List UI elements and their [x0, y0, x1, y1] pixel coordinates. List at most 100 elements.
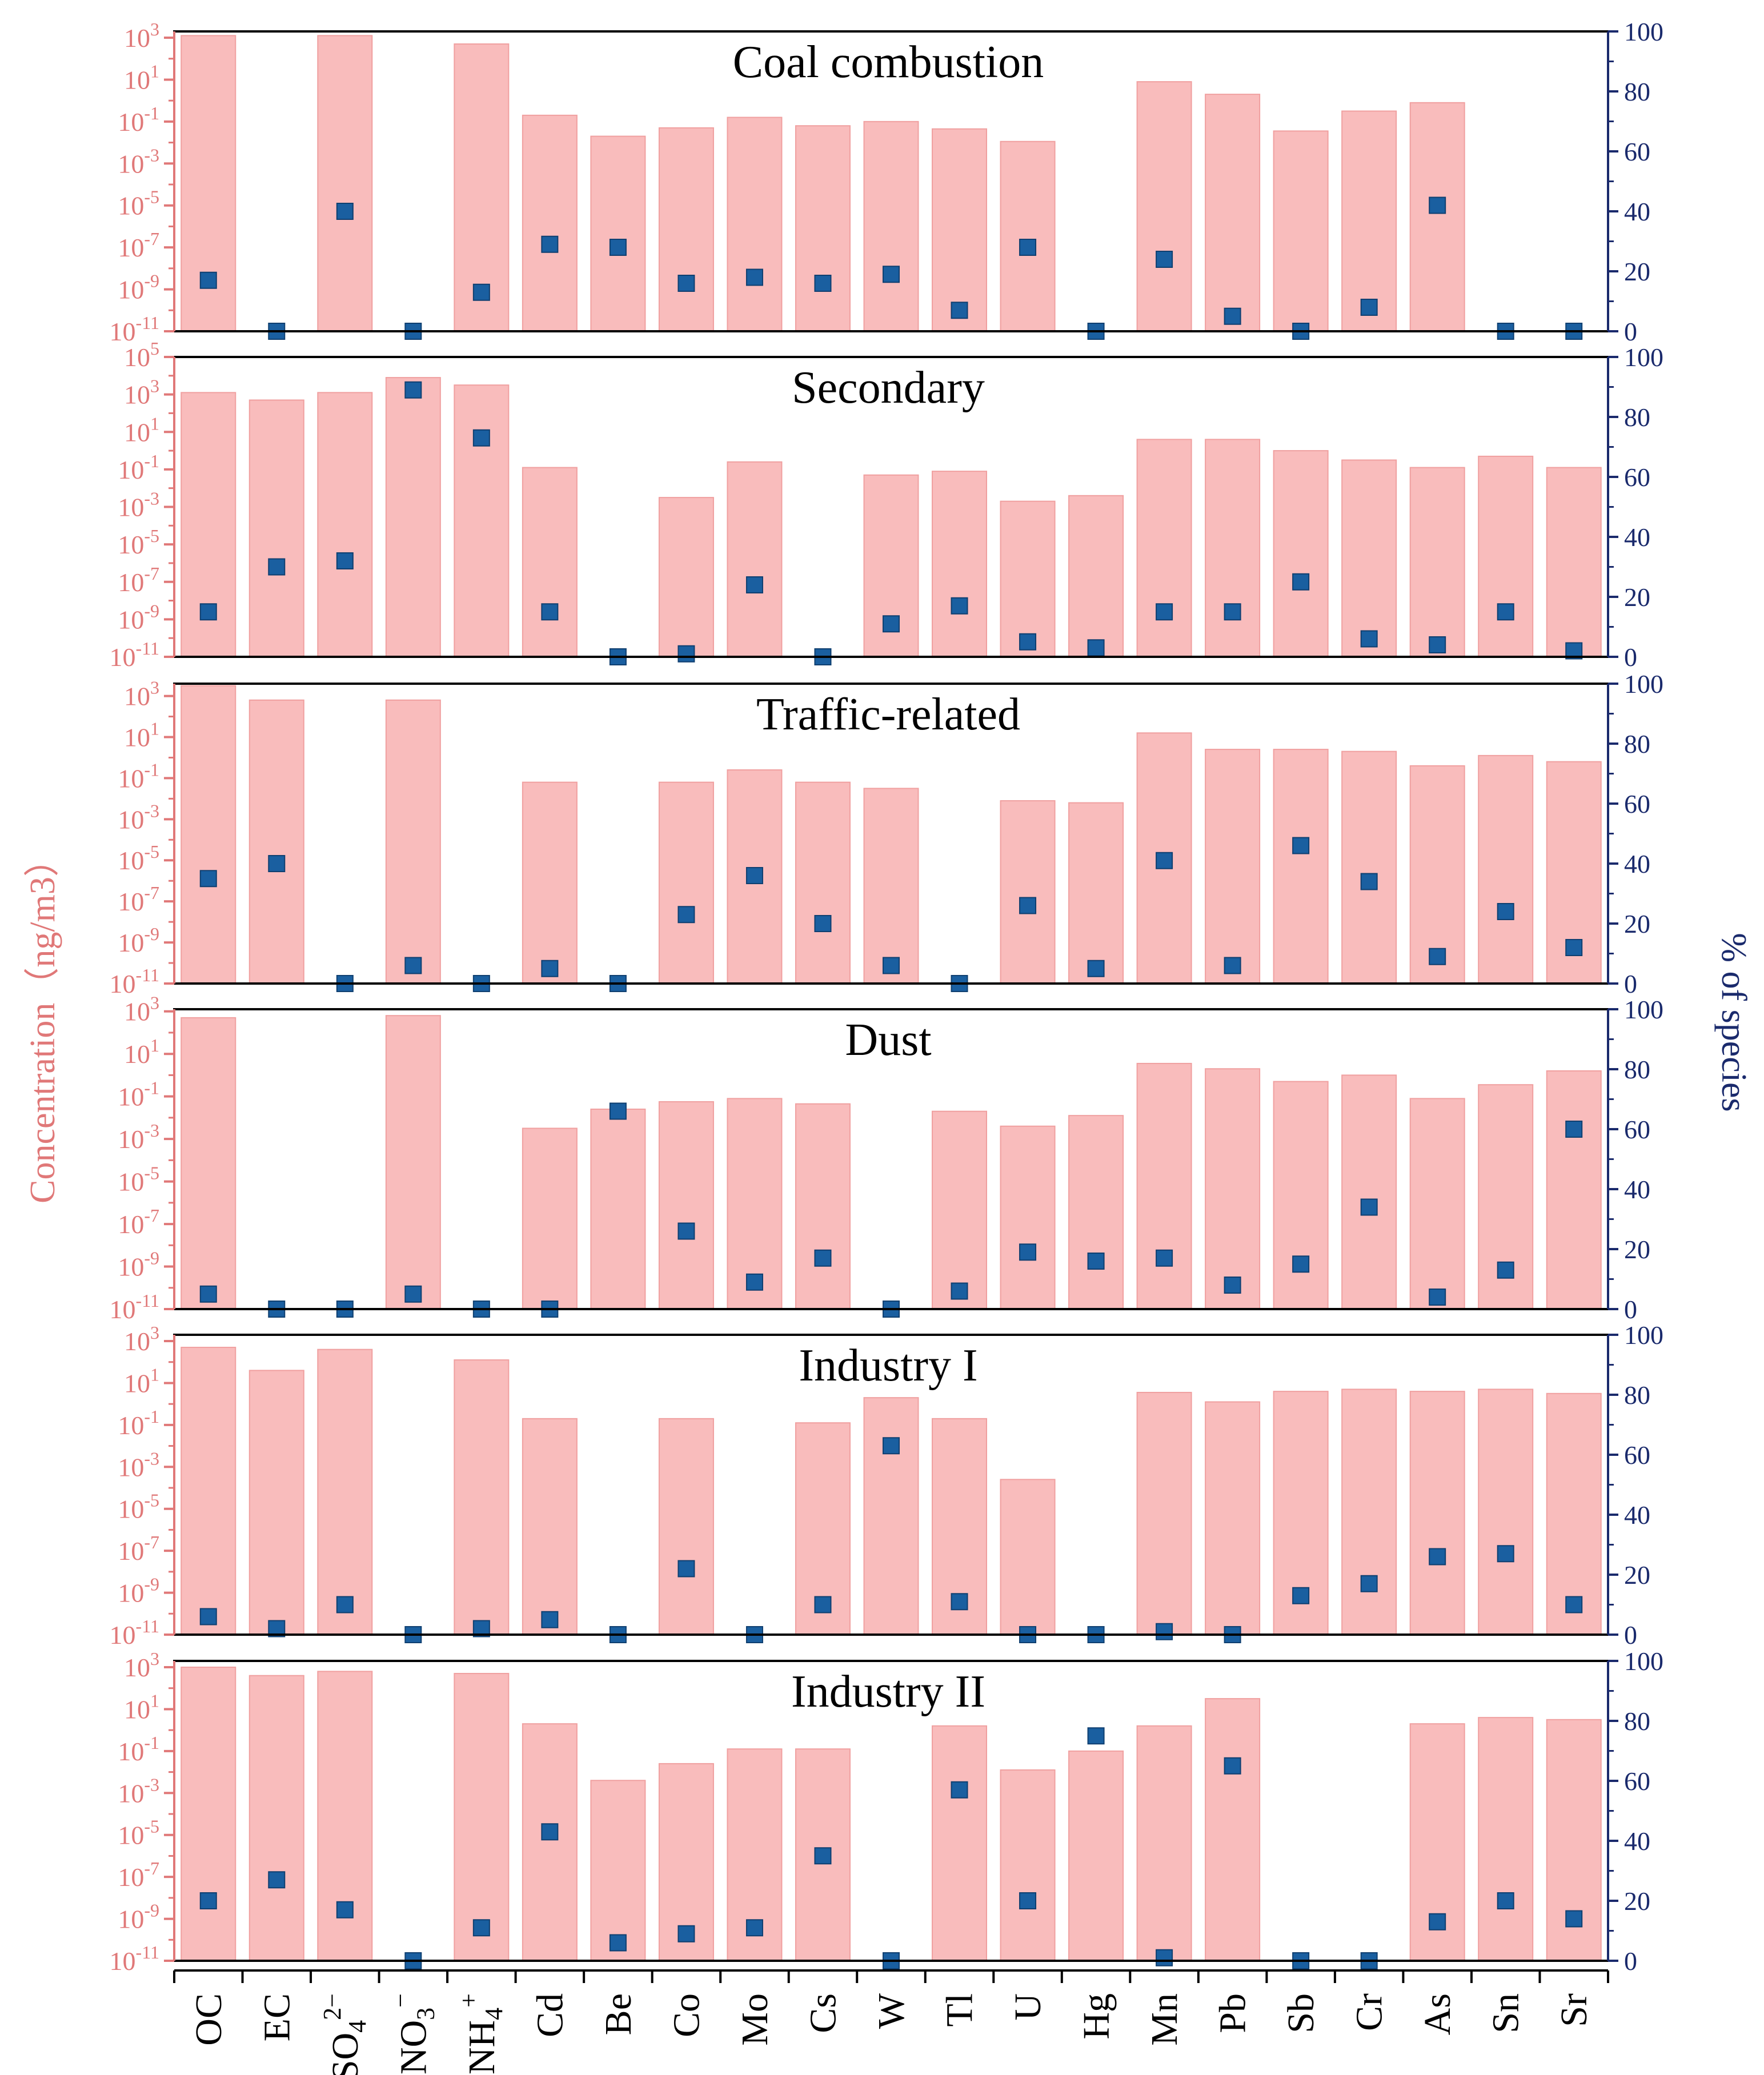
percent-marker: [745, 268, 763, 286]
left-tick-label: 10-11: [110, 1290, 159, 1324]
percent-marker: [268, 1871, 286, 1889]
right-axis-label: % of species: [1714, 933, 1753, 1111]
concentration-bar: [932, 471, 988, 657]
category-label: Tl: [939, 1993, 981, 2027]
left-tick-label: 10-9: [118, 600, 159, 634]
panel-title: Traffic-related: [756, 689, 1020, 740]
category-axis: OC EC SO42− NO3− NH4+ Cd Be Co Mo Cs W Tl U Hg Mn Pb Sb C…: [173, 1969, 1609, 2075]
concentration-bar: [1546, 1070, 1602, 1310]
left-tick-label: 10-3: [118, 145, 159, 178]
percent-marker: [268, 855, 286, 872]
percent-marker: [1156, 852, 1173, 869]
left-tick-label: 10-11: [110, 1616, 159, 1649]
concentration-bar: [522, 1418, 578, 1635]
percent-marker: [951, 302, 968, 319]
left-tick-label: 10-5: [118, 187, 159, 220]
percent-marker: [336, 1901, 354, 1919]
percent-marker: [1565, 1596, 1583, 1614]
category-label: As: [1417, 1993, 1458, 2035]
percent-marker: [541, 960, 559, 977]
concentration-bar: [1341, 110, 1397, 332]
percent-marker: [336, 203, 354, 220]
percent-marker: [336, 1596, 354, 1614]
right-tick-label: 20: [1624, 1560, 1650, 1590]
concentration-bar: [248, 1370, 304, 1635]
percent-marker: [1497, 1261, 1514, 1279]
right-tick-label: 80: [1624, 1055, 1650, 1084]
percent-marker: [1565, 1121, 1583, 1138]
percent-marker: [1292, 837, 1310, 854]
right-tick-label: 100: [1624, 1321, 1663, 1350]
percent-marker: [677, 645, 695, 663]
percent-marker: [814, 915, 832, 932]
percent-marker: [1224, 307, 1241, 325]
left-tick-label: 10-5: [118, 841, 159, 875]
left-tick-label: 103: [124, 993, 159, 1026]
concentration-bar: [1136, 81, 1192, 332]
category-label: OC: [188, 1993, 230, 2046]
panel-title: Dust: [845, 1015, 931, 1065]
category-label: Sb: [1280, 1993, 1322, 2033]
left-tick-label: 10-3: [118, 1120, 159, 1154]
left-tick-label: 101: [124, 1690, 159, 1724]
left-tick-label: 101: [124, 718, 159, 752]
right-tick-label: 100: [1624, 995, 1663, 1024]
concentration-bar: [1205, 439, 1261, 657]
percent-marker: [609, 239, 627, 256]
percent-marker: [951, 1282, 968, 1300]
left-tick-label: 10-11: [110, 638, 159, 672]
left-tick-label: 103: [124, 19, 159, 53]
percent-marker: [1429, 948, 1446, 965]
percent-marker: [814, 275, 832, 292]
percent-marker: [404, 1285, 422, 1303]
percent-marker: [1087, 960, 1105, 977]
category-label: Pb: [1212, 1993, 1254, 2033]
concentration-bar: [658, 497, 714, 657]
panel: 10-11 10-9 10-7 10-5 10-3 10-1 101 103 0 20 40 60 80…: [110, 1321, 1663, 1649]
left-tick-label: 10-7: [118, 563, 159, 597]
percent-marker: [1087, 1253, 1105, 1270]
concentration-bar: [1409, 1391, 1465, 1636]
left-tick-label: 101: [124, 61, 159, 94]
concentration-bar: [1205, 749, 1261, 984]
percent-marker: [199, 870, 217, 888]
concentration-bar: [1000, 141, 1056, 332]
percent-marker: [1019, 239, 1037, 256]
concentration-bar: [1205, 94, 1261, 332]
right-tick-label: 80: [1624, 1707, 1650, 1736]
left-tick-label: 103: [124, 1648, 159, 1682]
concentration-bar: [1409, 467, 1465, 657]
percent-marker: [1360, 630, 1378, 648]
concentration-bar: [385, 699, 441, 984]
concentration-bar: [795, 781, 851, 985]
concentration-bar: [1136, 439, 1192, 657]
right-tick-label: 0: [1624, 1620, 1637, 1649]
concentration-bar: [863, 121, 919, 332]
left-tick-label: 10-3: [118, 488, 159, 522]
concentration-bar: [522, 1127, 578, 1310]
percent-marker: [1224, 1757, 1241, 1775]
percent-marker: [883, 1437, 900, 1455]
left-tick-label: 105: [124, 338, 159, 372]
right-tick-label: 60: [1624, 1115, 1650, 1144]
percent-marker: [404, 957, 422, 974]
panel: 10-11 10-9 10-7 10-5 10-3 10-1 101 103 0 20 40 60 80…: [110, 17, 1663, 346]
concentration-bar: [248, 699, 304, 984]
percent-marker: [1087, 1727, 1105, 1745]
category-label: Be: [598, 1993, 639, 2035]
percent-marker: [1360, 1198, 1378, 1216]
percent-marker: [814, 1596, 832, 1614]
percent-marker: [472, 429, 490, 447]
percent-marker: [1292, 1255, 1310, 1273]
right-tick-label: 0: [1624, 643, 1637, 672]
percent-marker: [1292, 1587, 1310, 1604]
percent-marker: [472, 1919, 490, 1937]
percent-marker: [1429, 636, 1446, 653]
right-tick-label: 60: [1624, 789, 1650, 818]
percent-marker: [1360, 299, 1378, 316]
percent-marker: [745, 1919, 763, 1937]
left-axis-label: Concentration（ng/m3）: [23, 841, 62, 1203]
percent-marker: [1497, 1892, 1514, 1909]
percent-marker: [745, 867, 763, 884]
category-label: Mo: [734, 1993, 776, 2046]
